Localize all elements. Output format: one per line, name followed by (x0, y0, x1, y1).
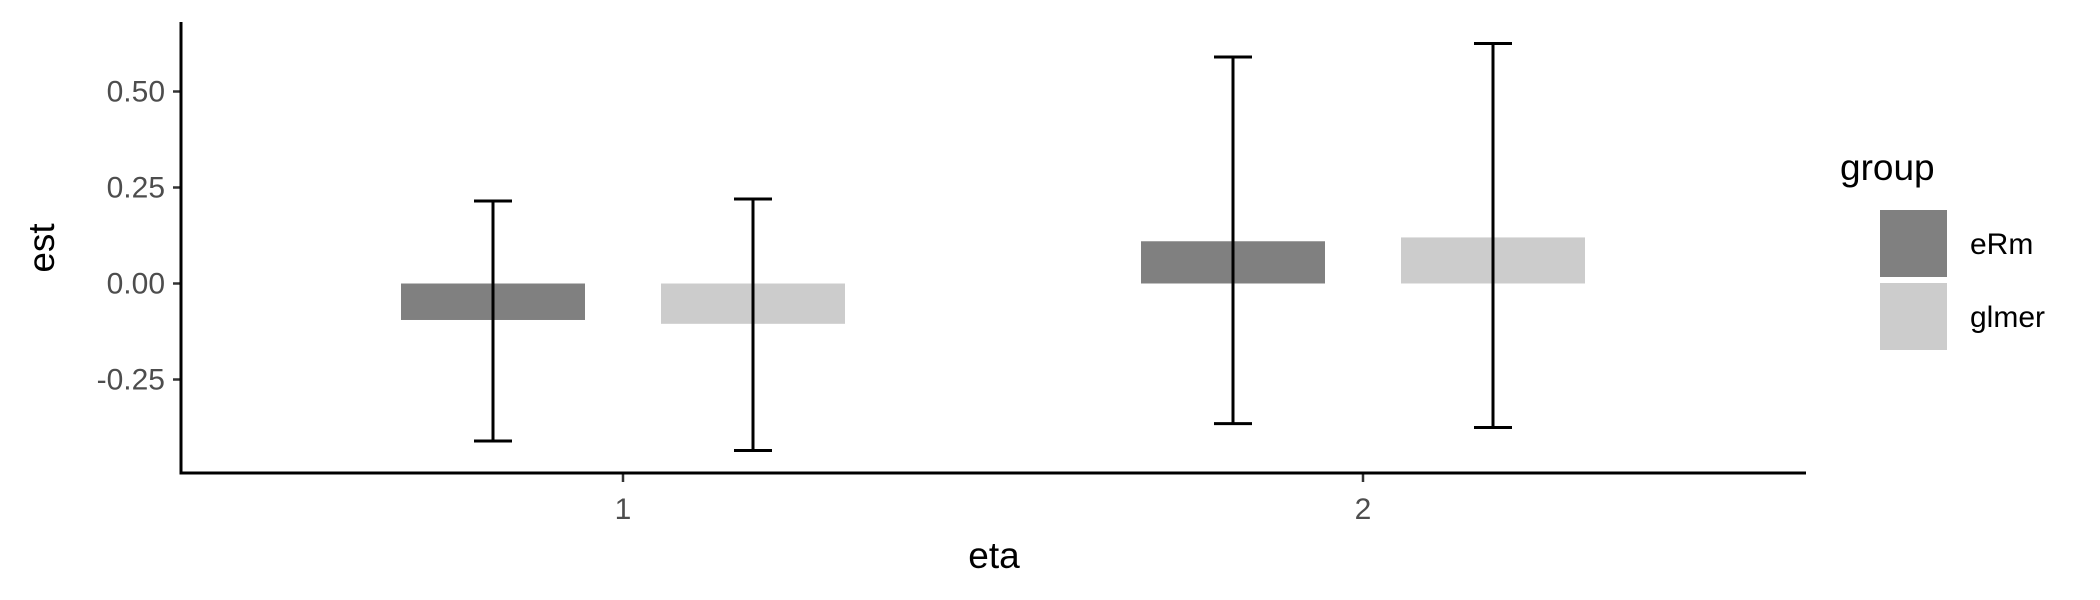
bars (401, 237, 1585, 324)
y-tick-label: 0.50 (107, 76, 165, 109)
legend-label-glmer: glmer (1970, 301, 2045, 334)
legend-key-erm (1880, 210, 1947, 277)
y-tick-label: 0.00 (107, 268, 165, 301)
y-axis-title: est (21, 223, 62, 273)
legend-key-glmer (1880, 283, 1947, 350)
x-tick-label: 2 (1355, 493, 1372, 526)
x-tick-label: 1 (615, 493, 632, 526)
legend-label-erm: eRm (1970, 228, 2033, 261)
legend-title: group (1840, 147, 1935, 188)
legend: group eRm glmer (1840, 147, 2045, 350)
x-axis-title: eta (968, 535, 1020, 576)
y-tick-label: -0.25 (97, 364, 165, 397)
error-bars (474, 42, 1512, 453)
y-axis-ticks: 0.50 0.25 0.00 -0.25 (97, 76, 181, 397)
y-tick-label: 0.25 (107, 172, 165, 205)
